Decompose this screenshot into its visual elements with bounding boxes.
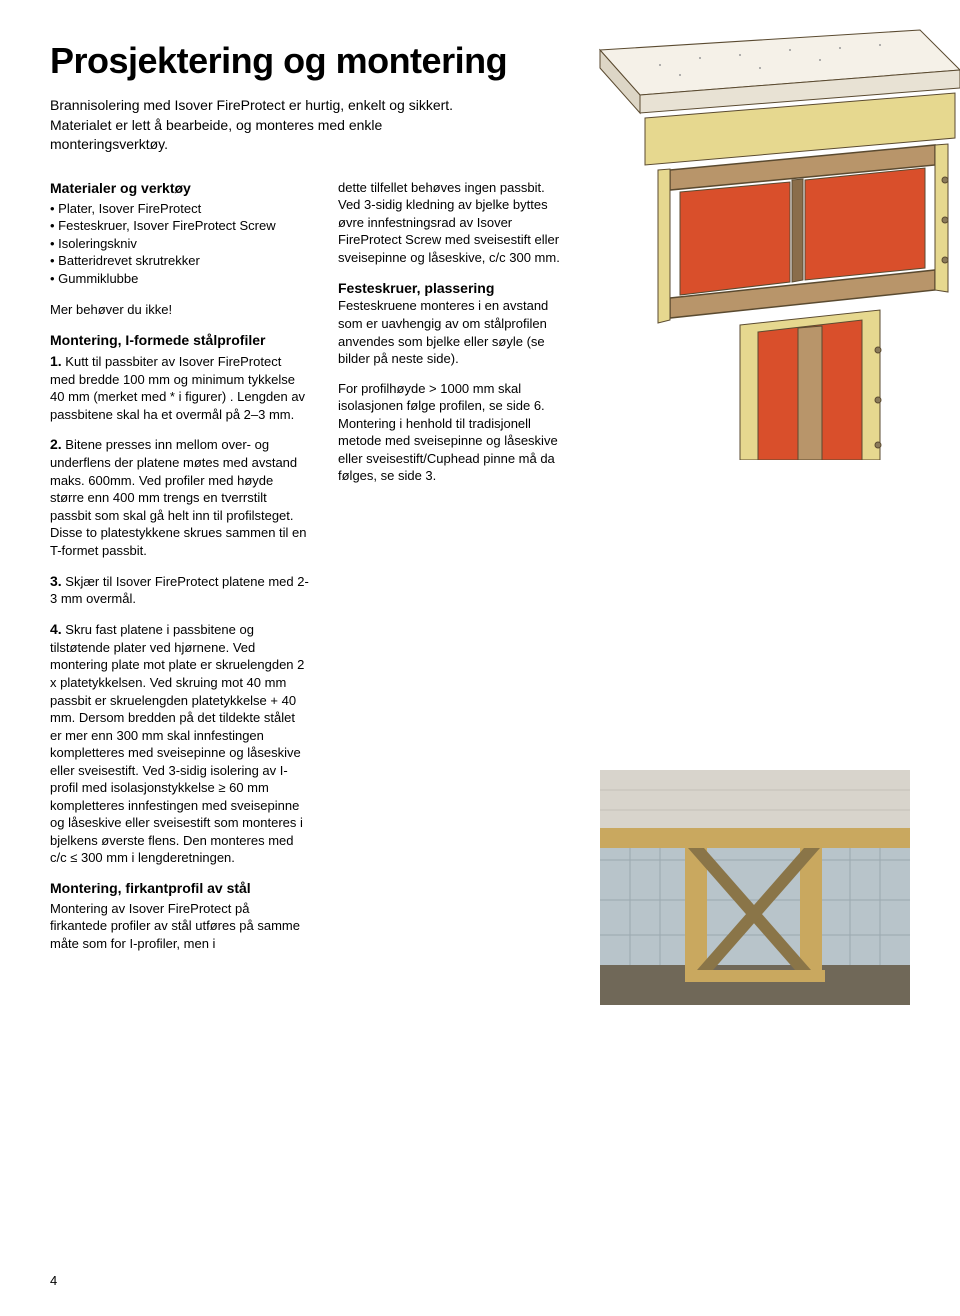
step-4-text: Skru fast platene i passbitene og tilstø…	[50, 622, 304, 865]
step-3: 3. Skjær til Isover FireProtect platene …	[50, 572, 310, 608]
column-right: dette tilfellet behøves ingen passbit. V…	[338, 179, 568, 965]
column-left: Materialer og verktøy Plater, Isover Fir…	[50, 179, 310, 965]
site-photo	[600, 770, 910, 1005]
step-4-label: 4.	[50, 621, 62, 637]
list-item: Isoleringskniv	[50, 235, 310, 253]
more-text: Mer behøver du ikke!	[50, 301, 310, 319]
intro-paragraph: Brannisolering med Isover FireProtect er…	[50, 96, 470, 155]
materials-heading: Materialer og verktøy	[50, 179, 310, 198]
step-2-text: Bitene presses inn mellom over- og under…	[50, 437, 307, 558]
list-item: Batteridrevet skrutrekker	[50, 252, 310, 270]
screws-p2: For profilhøyde > 1000 mm skal isolasjon…	[338, 380, 568, 485]
step-1: 1. Kutt til passbiter av Isover FireProt…	[50, 352, 310, 424]
step-2-label: 2.	[50, 436, 62, 452]
page-number: 4	[50, 1273, 57, 1288]
step-1-text: Kutt til passbiter av Isover FireProtect…	[50, 354, 305, 422]
square-profile-heading: Montering, firkantprofil av stål	[50, 879, 310, 898]
step-1-label: 1.	[50, 353, 62, 369]
step-2: 2. Bitene presses inn mellom over- og un…	[50, 435, 310, 559]
list-item: Gummiklubbe	[50, 270, 310, 288]
materials-list: Plater, Isover FireProtect Festeskruer, …	[50, 200, 310, 288]
list-item: Plater, Isover FireProtect	[50, 200, 310, 218]
step-3-text: Skjær til Isover FireProtect platene med…	[50, 574, 309, 607]
square-profile-text: Montering av Isover FireProtect på firka…	[50, 900, 310, 953]
continuation-text: dette tilfellet behøves ingen passbit. V…	[338, 179, 568, 267]
beam-illustration	[540, 20, 960, 460]
screws-heading: Festeskruer, plassering	[338, 279, 568, 298]
step-4: 4. Skru fast platene i passbitene og til…	[50, 620, 310, 867]
list-item: Festeskruer, Isover FireProtect Screw	[50, 217, 310, 235]
mounting-heading: Montering, I-formede stålprofiler	[50, 331, 310, 350]
step-3-label: 3.	[50, 573, 62, 589]
screws-p1: Festeskruene monteres i en avstand som e…	[338, 297, 568, 367]
